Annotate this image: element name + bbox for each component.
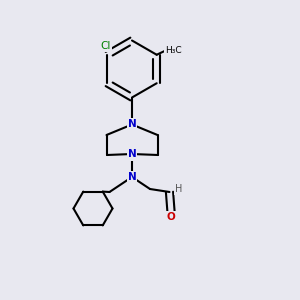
Text: N: N xyxy=(128,172,136,182)
Text: Cl: Cl xyxy=(100,41,111,51)
Text: H: H xyxy=(175,184,182,194)
Text: N: N xyxy=(128,119,136,130)
Text: N: N xyxy=(128,149,136,160)
Text: H₃C: H₃C xyxy=(165,46,182,55)
Text: O: O xyxy=(167,212,176,223)
